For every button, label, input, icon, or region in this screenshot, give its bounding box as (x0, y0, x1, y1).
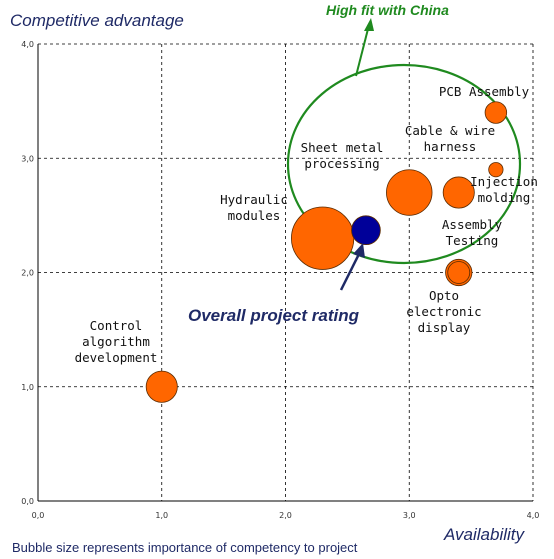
bubble-label-line: Hydraulic (220, 192, 288, 207)
high-fit-arrow (355, 24, 370, 77)
bubble-label-line: processing (304, 156, 379, 171)
bubble-label-line: Assembly (442, 217, 503, 232)
bubble-label: Control algorithm development (75, 318, 158, 365)
bubble (386, 169, 433, 216)
overall-rating-arrowhead (353, 243, 365, 258)
bubble-label-line: electronic (406, 304, 481, 319)
bubble (488, 162, 504, 178)
bubble (442, 176, 475, 209)
bubble-label-line: display (418, 320, 471, 335)
grid-lines (38, 43, 534, 501)
bubble-label-line: Testing (446, 233, 499, 248)
x-tick-label: 4,0 (527, 511, 540, 520)
y-tick-label: 4,0 (21, 40, 34, 49)
bubble-label-line: Cable & wire (405, 123, 495, 138)
x-tick-label: 1,0 (155, 511, 168, 520)
x-tick-label: 3,0 (403, 511, 416, 520)
y-tick-label: 3,0 (21, 154, 34, 163)
bubble-label: Hydraulic modules (220, 192, 288, 223)
y-tick-label: 2,0 (21, 269, 34, 278)
y-axis-label: Competitive advantage (10, 11, 184, 30)
x-tick-labels: 0,0 1,0 2,0 3,0 4,0 (32, 511, 540, 520)
bubble-label-line: Sheet metal (301, 140, 384, 155)
bubble-label: Cable & wire harness (405, 123, 495, 154)
bubble (291, 206, 355, 270)
footnote: Bubble size represents importance of com… (12, 540, 358, 555)
high-fit-annotation: High fit with China (326, 2, 449, 18)
bubble-label-line: modules (228, 208, 281, 223)
bubble (447, 261, 471, 284)
bubble-label-line: PCB Assembly (439, 84, 530, 99)
bubble-label-line: Injection (470, 174, 538, 189)
bubble-label-line: Control (90, 318, 143, 333)
bubbles (145, 101, 508, 403)
overall-rating-annotation: Overall project rating (188, 306, 360, 325)
y-tick-labels: 0,0 1,0 2,0 3,0 4,0 (21, 40, 34, 506)
bubble-label: PCB Assembly (439, 84, 530, 99)
bubble-label: Sheet metal processing (301, 140, 384, 171)
y-tick-label: 1,0 (21, 383, 34, 392)
bubble-label-line: algorithm (82, 334, 150, 349)
bubble-label-line: development (75, 350, 158, 365)
bubble-label: Opto electronic display (406, 288, 481, 335)
y-tick-label: 0,0 (21, 497, 34, 506)
bubble (484, 101, 508, 124)
bubble-label: Injection molding (470, 174, 538, 205)
overall-rating-arrow (339, 251, 362, 291)
bubble-label-line: Opto (429, 288, 459, 303)
bubble-label-line: molding (478, 190, 531, 205)
x-tick-label: 2,0 (279, 511, 292, 520)
bubble-label: Assembly Testing (442, 217, 503, 248)
x-tick-label: 0,0 (32, 511, 45, 520)
bubble (145, 370, 178, 403)
bubble-label-line: harness (424, 139, 477, 154)
high-fit-arrowhead (364, 18, 374, 31)
high-fit-ellipse (286, 63, 522, 265)
bubble-labels: Control algorithm development Hydraulic modu… (75, 84, 538, 365)
x-axis-label: Availability (443, 525, 526, 544)
axes (37, 44, 533, 502)
overall-rating-bubble (351, 215, 381, 246)
